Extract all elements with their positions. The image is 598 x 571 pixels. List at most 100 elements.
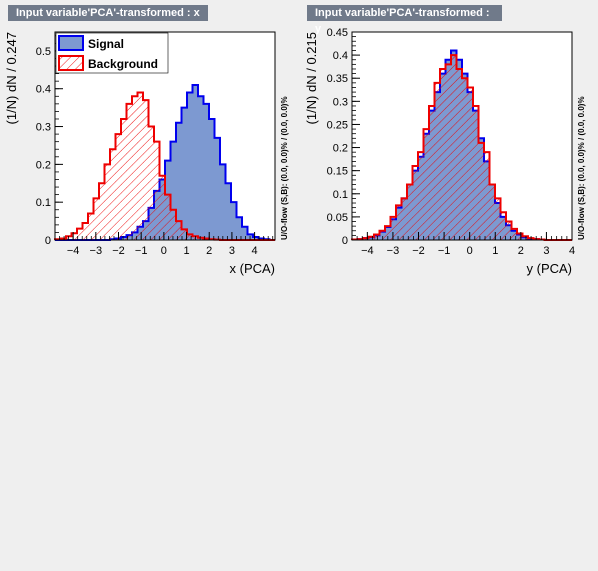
histogram-bar	[104, 164, 111, 240]
y-tick-label: 0	[342, 235, 348, 247]
histogram-bar	[236, 217, 243, 240]
x-axis: −4 −3 −2 −1 0 1 2 3 4	[54, 232, 274, 257]
histogram-bar	[407, 184, 413, 240]
histogram-bar	[192, 84, 199, 240]
y-tick-label: 0.4	[36, 84, 51, 96]
plot-frame	[54, 31, 276, 241]
histogram-bar	[165, 194, 171, 240]
histogram-bar	[522, 236, 529, 240]
histogram-bar	[368, 236, 375, 240]
y-tick-label: 0.35	[327, 73, 348, 85]
y-tick-label: 0.2	[333, 143, 348, 155]
x-tick-label: −2	[412, 245, 425, 257]
y-tick-label: 0.5	[36, 46, 51, 58]
legend-swatch-background	[58, 55, 84, 71]
histogram-bar	[176, 122, 182, 240]
histogram-bar	[506, 221, 512, 240]
x-tick-label: −1	[135, 245, 148, 257]
x-tick-label: −3	[387, 245, 400, 257]
x-tick-label: 3	[229, 245, 235, 257]
histogram-outline	[351, 54, 572, 241]
histogram-bar	[401, 198, 408, 240]
histogram-bar	[478, 142, 485, 240]
histogram-bar	[154, 141, 160, 240]
histogram-bar	[110, 149, 116, 240]
histogram-bar	[451, 55, 457, 240]
y-axis-label: (1/N) dN / 0.215	[304, 32, 319, 125]
overflow-label: U/O-flow (S,B): (0.0, 0.0)% / (0.0, 0.0)…	[577, 96, 586, 240]
series-background	[351, 54, 572, 241]
y-tick-label: 0.15	[327, 166, 348, 178]
x-tick-label: 2	[518, 245, 524, 257]
histogram-bar	[159, 175, 166, 240]
y-tick-label: 0	[45, 235, 51, 247]
y-tick-label: 0.3	[36, 122, 51, 134]
histogram-bar	[385, 226, 391, 240]
legend-label-signal: Signal	[88, 37, 124, 51]
histogram-bar	[231, 202, 237, 240]
histogram-bar	[170, 141, 177, 240]
x-tick-label: −1	[438, 245, 451, 257]
histogram-bar	[82, 222, 89, 240]
histogram-bar	[379, 230, 386, 240]
histogram-bar	[187, 234, 193, 240]
y-tick-label: 0.2	[36, 159, 51, 171]
histogram-bar	[253, 236, 259, 240]
histogram-bar	[132, 96, 138, 240]
histogram-bar	[209, 118, 215, 240]
histogram-bar	[429, 105, 435, 240]
overflow-label: U/O-flow (S,B): (0.0, 0.0)% / (0.0, 0.0)…	[280, 96, 289, 240]
y-pca-histogram: 00.050.10.150.20.250.30.350.40.45−4 −3 −2−…	[304, 27, 586, 276]
histogram-bar	[517, 233, 523, 240]
plot-frame	[351, 31, 573, 241]
histogram-bar	[484, 152, 490, 240]
y-axis: 0 0.05 0.1 0.15 0.2 0.25 0.3 0.35 0.4 0.45	[327, 27, 360, 247]
histogram-bar	[93, 198, 100, 240]
histogram-bar	[99, 183, 105, 240]
x-tick-label: −4	[67, 245, 80, 257]
histogram-bar	[440, 68, 446, 240]
series-background	[54, 91, 275, 241]
histogram-bar	[88, 213, 94, 240]
histogram-bar	[71, 233, 78, 240]
chart-title-x: Input variable'PCA'-transformed : x	[8, 5, 208, 21]
y-tick-label: 0.4	[333, 50, 348, 62]
y-tick-label: 0.1	[36, 197, 51, 209]
histogram-bar	[390, 216, 397, 240]
x-axis: −4 −3 −2 −1 0 1 2 3 4	[351, 232, 575, 257]
histogram-bar	[214, 137, 221, 240]
histogram-bar	[456, 68, 463, 240]
x-tick-label: 0	[467, 245, 473, 257]
histogram-bar	[220, 164, 226, 240]
histogram-bar	[126, 103, 133, 240]
histogram-bar	[181, 229, 188, 240]
histogram-bar	[137, 92, 144, 240]
x-tick-label: −4	[361, 245, 374, 257]
histogram-bar	[198, 96, 204, 240]
histogram-bar	[77, 228, 83, 240]
histogram-bar	[176, 221, 182, 240]
histogram-bar	[170, 209, 177, 240]
x-pca-histogram: 0 0.1 0.2 0.3 0.4 0.5 −4 −3 −2 −1 0 1 2 3 4 x (PCA) (1/N…	[4, 31, 289, 276]
histogram-bar	[418, 152, 424, 240]
histogram-bar	[434, 82, 441, 240]
histogram-bar	[181, 107, 188, 241]
legend-label-background: Background	[88, 57, 158, 71]
histogram-bar	[143, 100, 149, 240]
histogram-bar	[198, 237, 204, 240]
x-tick-label: 1	[492, 245, 498, 257]
legend-swatch-signal	[58, 35, 84, 51]
histogram-bar	[225, 183, 232, 240]
histogram-bar	[374, 234, 380, 240]
y-tick-label: 0.05	[327, 212, 348, 224]
histogram-bar	[242, 226, 248, 240]
histogram-bar	[445, 64, 452, 240]
x-tick-label: 0	[161, 245, 167, 257]
y-axis-label: (1/N) dN / 0.247	[4, 32, 19, 125]
chart-title-y: Input variable'PCA'-transformed : y	[307, 5, 502, 35]
histogram-bar	[187, 92, 193, 240]
histogram-bar	[423, 129, 430, 240]
x-tick-label: 2	[206, 245, 212, 257]
histogram-bar	[203, 103, 210, 240]
x-tick-label: 4	[252, 245, 258, 257]
